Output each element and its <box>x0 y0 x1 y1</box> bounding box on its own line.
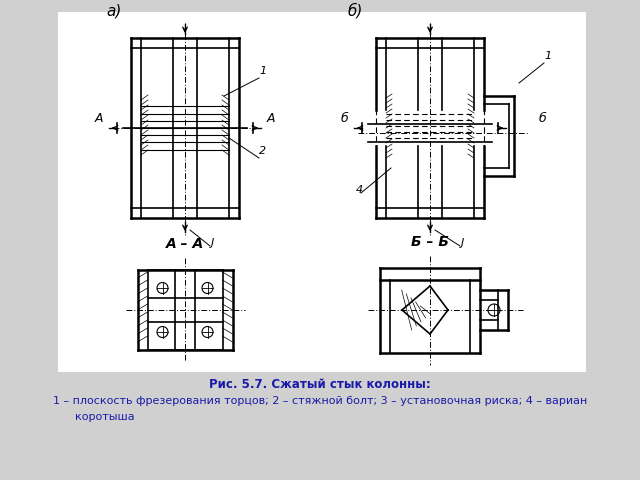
Text: J: J <box>211 238 214 248</box>
Text: Б – Б: Б – Б <box>411 235 449 249</box>
Text: б: б <box>538 112 546 125</box>
Text: 1: 1 <box>259 66 266 76</box>
Text: 4: 4 <box>356 185 363 195</box>
Text: А – А: А – А <box>166 237 204 251</box>
Text: б: б <box>340 112 348 125</box>
Text: б): б) <box>348 3 364 19</box>
Text: J: J <box>461 238 464 248</box>
Text: коротыша: коротыша <box>75 412 134 422</box>
Text: 2: 2 <box>259 146 266 156</box>
Text: Рис. 5.7. Сжатый стык колонны:: Рис. 5.7. Сжатый стык колонны: <box>209 378 431 391</box>
Text: А: А <box>267 112 275 125</box>
Text: А: А <box>95 112 103 125</box>
Text: 1: 1 <box>544 51 551 61</box>
Text: 1 – плоскость фрезерования торцов; 2 – стяжной болт; 3 – установочная риска; 4 –: 1 – плоскость фрезерования торцов; 2 – с… <box>53 396 587 406</box>
Bar <box>58 12 586 372</box>
Text: а): а) <box>106 4 122 19</box>
